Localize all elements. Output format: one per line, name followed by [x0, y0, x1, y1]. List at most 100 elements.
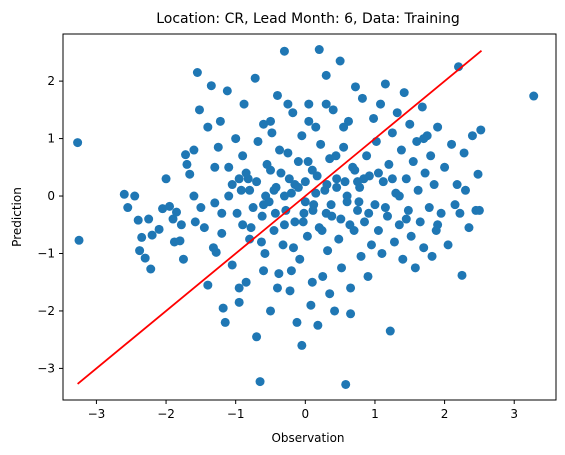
scatter-point — [476, 125, 486, 135]
scatter-point — [304, 99, 314, 109]
scatter-point — [73, 138, 83, 148]
scatter-point — [175, 236, 185, 246]
scatter-point — [181, 150, 191, 160]
scatter-point — [300, 197, 310, 207]
scatter-point — [288, 243, 298, 253]
scatter-point — [279, 191, 289, 201]
scatter-point — [278, 240, 288, 250]
scatter-point — [376, 99, 386, 109]
scatter-point — [232, 208, 242, 218]
scatter-point — [392, 108, 402, 118]
scatter-point — [272, 90, 282, 100]
scatter-point — [246, 223, 256, 233]
scatter-point — [261, 191, 271, 201]
scatter-point — [419, 134, 429, 144]
scatter-point — [217, 208, 227, 218]
y-axis-ticks: −3 −2 −1 0 1 2 — [37, 74, 63, 375]
scatter-point — [158, 204, 168, 214]
scatter-point — [457, 270, 467, 280]
scatter-point — [380, 203, 390, 213]
scatter-point — [222, 86, 232, 96]
scatter-point — [396, 145, 406, 155]
fit-line — [77, 49, 483, 385]
scatter-point — [312, 171, 322, 181]
scatter-point — [275, 145, 285, 155]
scatter-point — [256, 237, 266, 247]
scatter-point — [459, 148, 469, 158]
scatter-point — [332, 182, 342, 192]
scatter-point — [119, 189, 129, 199]
scatter-point — [210, 198, 220, 208]
y-tick-label: 1 — [47, 132, 55, 146]
scatter-point — [290, 217, 300, 227]
scatter-point — [140, 253, 150, 263]
scatter-point — [257, 211, 267, 221]
scatter-point — [266, 306, 276, 316]
x-tick-label: 1 — [371, 407, 379, 421]
scatter-point — [314, 45, 324, 55]
scatter-point — [337, 263, 347, 273]
scatter-point — [270, 208, 280, 218]
scatter-point — [389, 237, 399, 247]
scatter-point — [146, 264, 156, 274]
scatter-point — [401, 214, 411, 224]
scatter-point — [227, 260, 237, 270]
scatter-point — [369, 113, 379, 123]
scatter-point — [137, 232, 147, 242]
scatter-point — [283, 148, 293, 158]
scatter-point — [311, 122, 321, 132]
scatter-point — [335, 56, 345, 66]
scatter-point — [447, 139, 457, 149]
scatter-point — [250, 73, 260, 83]
y-tick-label: −1 — [37, 246, 55, 260]
scatter-point — [339, 122, 349, 132]
x-tick-label: 3 — [510, 407, 518, 421]
scatter-point — [297, 340, 307, 350]
scatter-point — [318, 271, 328, 281]
scatter-point — [450, 200, 460, 210]
scatter-point — [334, 234, 344, 244]
scatter-point — [415, 217, 425, 227]
scatter-point — [398, 254, 408, 264]
scatter-point — [373, 226, 383, 235]
scatter-point — [378, 177, 388, 187]
scatter-point — [304, 116, 314, 126]
scatter-point — [234, 174, 244, 184]
x-tick-label: −1 — [227, 407, 245, 421]
scatter-point — [399, 88, 409, 98]
scatter-point — [245, 185, 255, 195]
scatter-point — [297, 131, 307, 141]
scatter-point — [420, 168, 430, 178]
x-axis-label: Observation — [271, 431, 344, 445]
scatter-point — [342, 191, 352, 201]
scatter-point — [234, 297, 244, 307]
scatter-point — [135, 246, 145, 256]
scatter-point — [293, 157, 303, 167]
scatter-point — [74, 235, 84, 245]
scatter-point — [401, 174, 411, 184]
y-tick-label: −3 — [37, 361, 55, 375]
scatter-point — [203, 280, 213, 290]
scatter-point — [286, 188, 296, 198]
x-tick-label: 0 — [302, 407, 310, 421]
scatter-point — [326, 200, 336, 210]
scatter-point — [165, 201, 175, 211]
scatter-point — [272, 283, 282, 293]
scatter-point — [168, 214, 178, 224]
x-tick-label: −3 — [88, 407, 106, 421]
scatter-point — [308, 205, 318, 215]
scatter-point — [269, 226, 279, 235]
scatter-point — [336, 214, 346, 224]
scatter-point — [206, 81, 216, 91]
scatter-point — [133, 215, 143, 225]
scatter-point — [130, 191, 140, 201]
scatter-point — [467, 131, 477, 141]
scatter-point — [307, 277, 317, 287]
scatter-point — [192, 68, 202, 77]
scatter-point — [286, 266, 296, 276]
scatter-point — [370, 200, 380, 210]
scatter-point — [382, 211, 392, 221]
scatter-point — [248, 203, 258, 213]
scatter-point — [350, 82, 360, 92]
